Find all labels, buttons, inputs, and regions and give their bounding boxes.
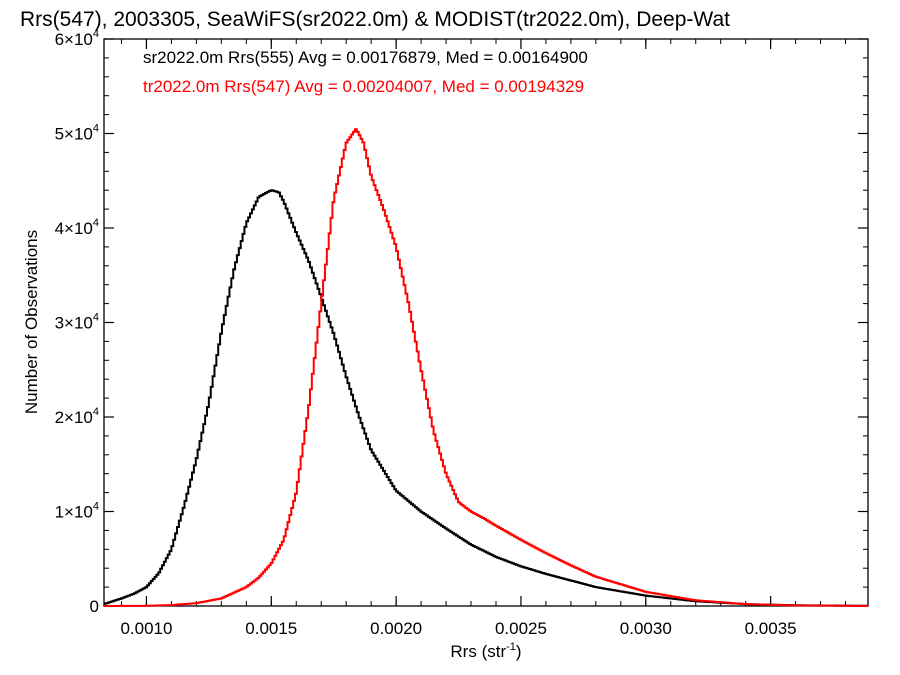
x-axis-ticks: 0.0010 0.0015 0.0020 0.0025 0.0030 0.0035 [120,39,847,638]
y-axis-label: Number of Observations [22,230,41,414]
x-tick-label: 0.0030 [620,619,672,638]
x-axis-label-main: Rrs (str [450,642,506,661]
legend-entry-series-2: tr2022.0m Rrs(547) Avg = 0.00204007, Med… [143,77,584,96]
x-tick-label: 0.0010 [120,619,172,638]
chart-title: Rrs(547), 2003305, SeaWiFS(sr2022.0m) & … [20,8,730,31]
y-tick-label: 2×104 [55,406,99,427]
x-tick-label: 0.0025 [495,619,547,638]
x-tick-label: 0.0035 [745,619,797,638]
x-axis-label: Rrs (str-1) [450,641,521,661]
x-tick-label: 0.0020 [370,619,422,638]
series-layer [104,128,868,607]
y-tick-label: 5×104 [55,123,99,144]
y-tick-label: 6×104 [55,28,99,49]
legend: sr2022.0m Rrs(555) Avg = 0.00176879, Med… [143,48,588,96]
y-tick-label: 1×104 [55,501,99,522]
y-tick-label: 3×104 [55,312,99,333]
legend-entry-series-1: sr2022.0m Rrs(555) Avg = 0.00176879, Med… [143,48,588,67]
x-axis-label-superscript: -1 [506,641,516,653]
series-line-2 [104,128,868,607]
y-tick-label: 0 [90,597,99,616]
x-tick-label: 0.0015 [245,619,297,638]
x-axis-label-close: ) [516,642,522,661]
series-line-1 [104,189,868,607]
y-tick-label: 4×104 [55,217,99,238]
